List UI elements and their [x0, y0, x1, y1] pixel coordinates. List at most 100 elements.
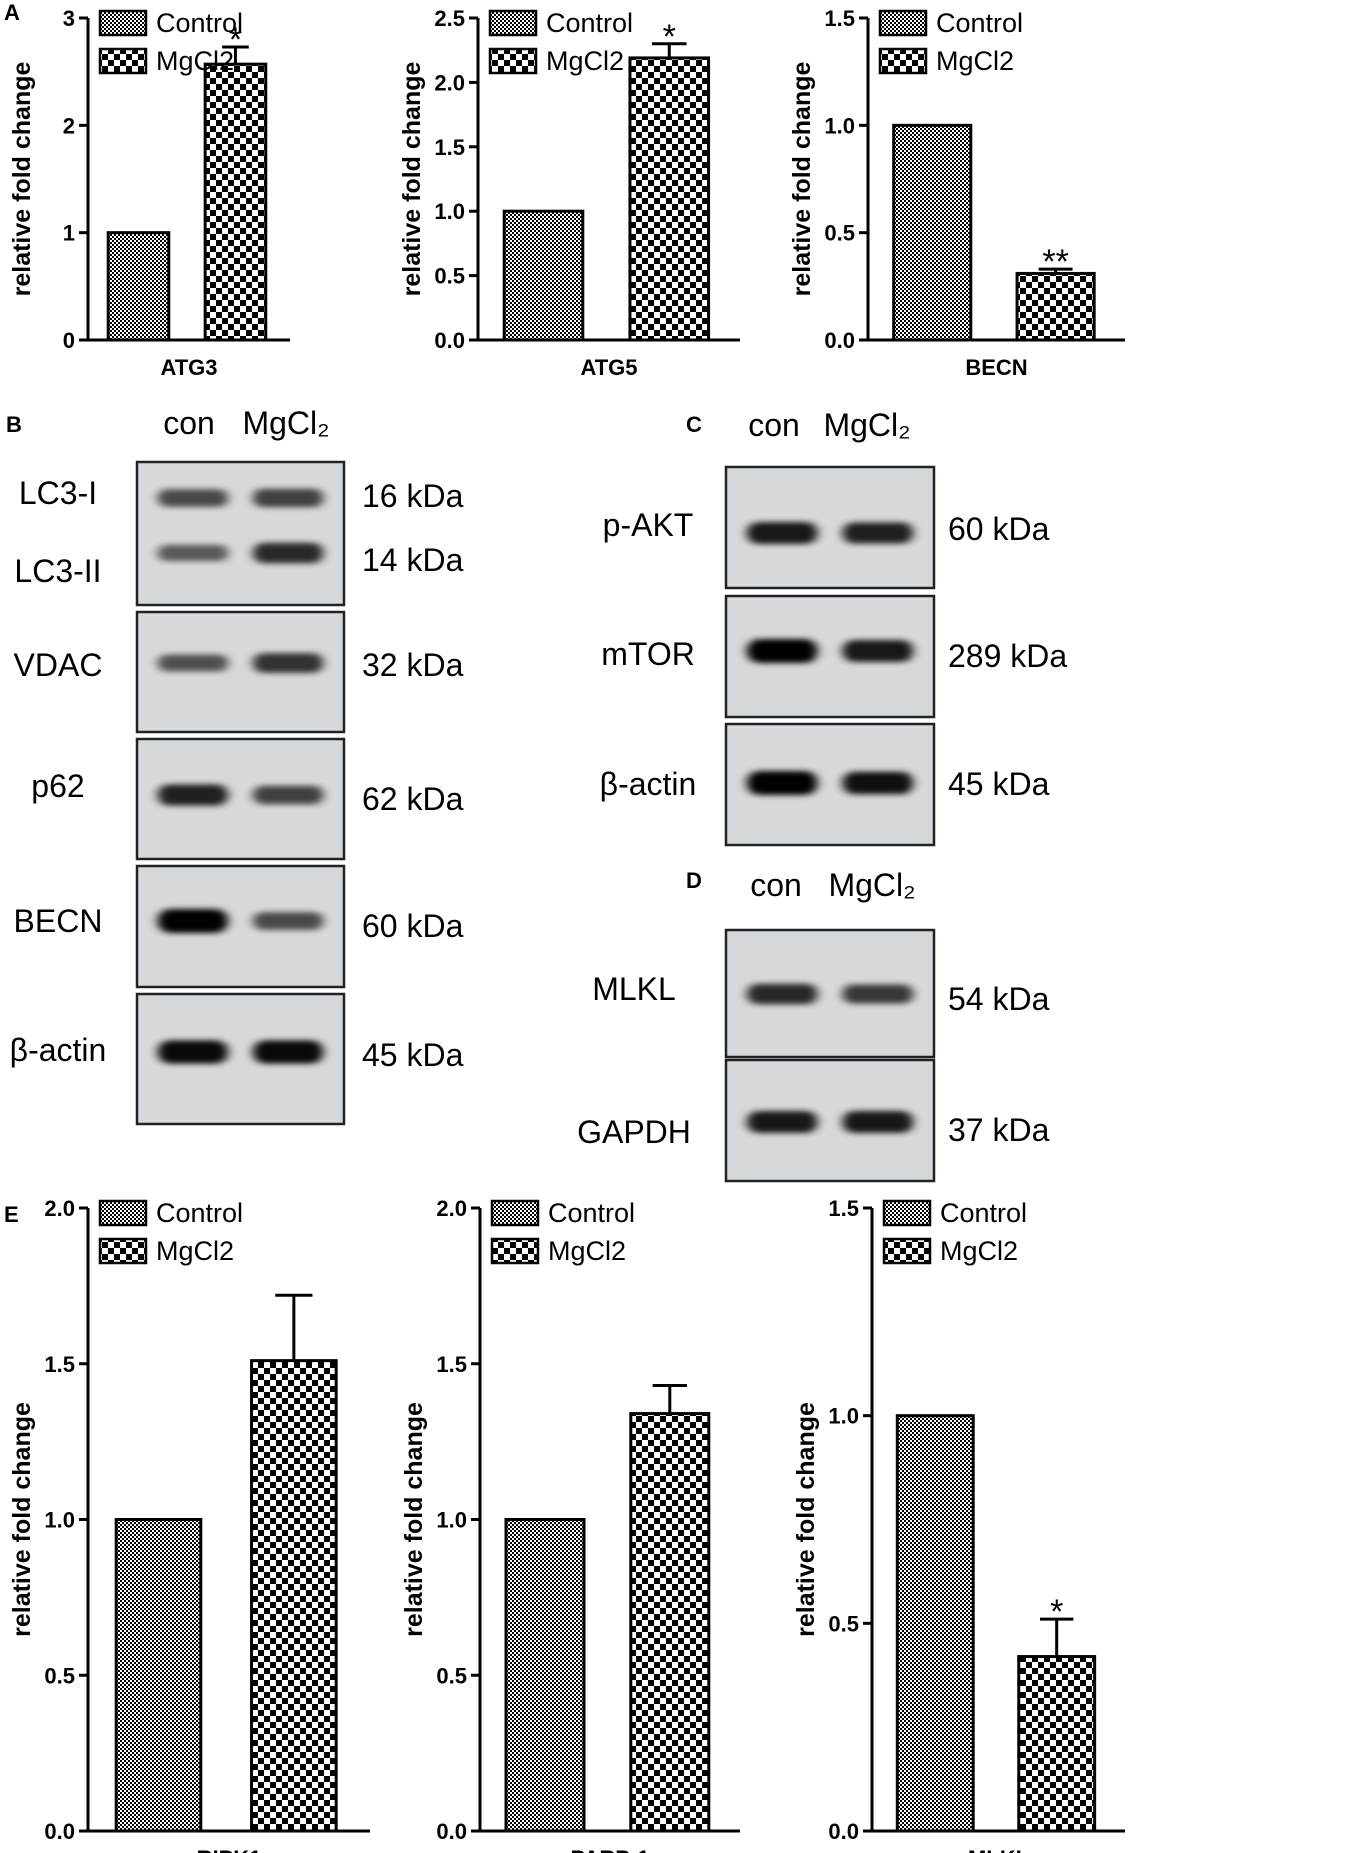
blot-strip: β-actin 45 kDa	[10, 992, 464, 1126]
molecular-weight-label: 14 kDa	[362, 542, 464, 578]
protein-label: mTOR	[601, 636, 695, 672]
y-tick-label: 1.5	[434, 135, 465, 160]
blot-strip: LC3-I LC3-II 16 kDa 14 kDa	[14, 460, 464, 607]
bar-control	[502, 209, 585, 342]
x-axis-label: ATG3	[160, 355, 217, 380]
protein-label: GAPDH	[577, 1114, 691, 1150]
protein-band	[157, 544, 229, 562]
y-axis-label: relative fold change	[8, 62, 36, 297]
y-axis-label: relative fold change	[8, 1402, 36, 1637]
protein-band	[842, 771, 914, 795]
legend-swatch-control	[882, 1199, 932, 1227]
protein-label: LC3-II	[14, 553, 101, 589]
bar-chart-atg5: 0.0 0.5 1.0 1.5 2.0 2.5 relative fold change AT…	[398, 6, 740, 380]
y-tick-label: 0.0	[434, 328, 465, 353]
y-tick-label: 2.0	[434, 70, 465, 95]
lane-label-con: con	[748, 407, 800, 443]
y-tick-label: 1.5	[436, 1352, 467, 1377]
protein-band	[842, 522, 914, 544]
y-tick-label: 1.0	[44, 1508, 75, 1533]
y-tick-label: 2.0	[44, 1196, 75, 1221]
x-axis-label: ATG5	[580, 355, 637, 380]
protein-label: VDAC	[14, 647, 103, 683]
molecular-weight-label: 289 kDa	[948, 638, 1067, 674]
legend-label-mgcl2: MgCl2	[156, 46, 234, 76]
legend-label-control: Control	[940, 1198, 1027, 1228]
x-axis-label: PARP-1	[570, 1846, 649, 1853]
y-tick-label: 0.5	[824, 221, 855, 246]
protein-band	[252, 653, 324, 673]
y-tick-label: 2.0	[436, 1196, 467, 1221]
blot-strip: p-AKT 60 kDa	[603, 465, 1050, 590]
legend-label-mgcl2: MgCl2	[936, 46, 1014, 76]
blot-panel-d: con MgCl₂ MLKL 54 kDa GAPDH 37 kDa	[577, 867, 1050, 1183]
lane-label-con: con	[163, 405, 215, 441]
legend-swatch-control	[98, 1199, 148, 1227]
protein-label: β-actin	[600, 766, 697, 802]
bar-mgcl2	[628, 56, 711, 342]
molecular-weight-label: 32 kDa	[362, 647, 464, 683]
molecular-weight-label: 16 kDa	[362, 478, 464, 514]
y-tick-label: 1	[63, 221, 75, 246]
x-axis-label: RIPK1	[197, 1846, 262, 1853]
molecular-weight-label: 60 kDa	[362, 908, 464, 944]
blot-strip: β-actin 45 kDa	[600, 722, 1050, 847]
panel-letter-d: D	[686, 868, 702, 893]
significance-marker: **	[1042, 243, 1068, 281]
y-axis-label: relative fold change	[400, 1402, 428, 1637]
y-axis-label: relative fold change	[788, 62, 816, 297]
legend-label-control: Control	[548, 1198, 635, 1228]
blot-membrane	[135, 460, 346, 607]
blot-strip: p62 62 kDa	[31, 737, 464, 861]
y-tick-label: 0.0	[824, 328, 855, 353]
y-tick-label: 0.0	[44, 1819, 75, 1844]
bar-chart-parp-1: 0.0 0.5 1.0 1.5 2.0 relative fold change PARP-…	[400, 1196, 740, 1853]
y-tick-label: 2	[63, 113, 75, 138]
y-tick-label: 0.0	[436, 1819, 467, 1844]
panel-letter-b: B	[6, 412, 22, 437]
protein-band	[746, 522, 818, 544]
y-tick-label: 1.0	[436, 1508, 467, 1533]
y-axis-label: relative fold change	[792, 1402, 820, 1637]
lane-label-mgcl2: MgCl₂	[823, 407, 910, 443]
lane-label-mgcl2: MgCl₂	[242, 405, 329, 441]
legend-label-mgcl2: MgCl2	[546, 46, 624, 76]
bar-control	[106, 231, 171, 342]
bar-control	[895, 1414, 975, 1833]
significance-marker: *	[663, 18, 676, 56]
y-tick-label: 1.5	[828, 1196, 859, 1221]
protein-band	[252, 542, 324, 564]
blot-strip: GAPDH 37 kDa	[577, 1058, 1050, 1183]
panel-letter-c: C	[686, 412, 702, 437]
molecular-weight-label: 60 kDa	[948, 511, 1050, 547]
blot-strip: BECN 60 kDa	[14, 864, 464, 989]
legend-label-control: Control	[156, 1198, 243, 1228]
y-tick-label: 3	[63, 6, 75, 31]
bar-mgcl2	[203, 62, 268, 342]
y-axis-label: relative fold change	[398, 62, 426, 297]
molecular-weight-label: 62 kDa	[362, 781, 464, 817]
legend-label-mgcl2: MgCl2	[156, 1236, 234, 1266]
protein-band	[157, 489, 229, 507]
blot-panel-b: con MgCl₂ LC3-I LC3-II 16 kDa 14 kDa VDAC 32 kD…	[10, 405, 464, 1126]
x-axis-label: MLKL	[968, 1846, 1029, 1853]
protein-band	[842, 1111, 914, 1133]
y-tick-label: 0.5	[44, 1663, 75, 1688]
y-tick-label: 0.5	[828, 1611, 859, 1636]
molecular-weight-label: 54 kDa	[948, 981, 1050, 1017]
protein-band	[746, 983, 818, 1005]
blot-strip: MLKL 54 kDa	[592, 928, 1050, 1059]
legend-swatch-control	[488, 9, 538, 37]
bar-control	[504, 1518, 586, 1833]
molecular-weight-label: 37 kDa	[948, 1112, 1050, 1148]
y-tick-label: 0.5	[436, 1663, 467, 1688]
legend-label-mgcl2: MgCl2	[548, 1236, 626, 1266]
legend-label-control: Control	[936, 8, 1023, 38]
legend-label-control: Control	[156, 8, 243, 38]
panel-letter-e: E	[4, 1202, 19, 1227]
protein-label: LC3-I	[19, 475, 97, 511]
y-tick-label: 0	[63, 328, 75, 353]
legend-label-mgcl2: MgCl2	[940, 1236, 1018, 1266]
bar-mgcl2	[1015, 271, 1096, 342]
